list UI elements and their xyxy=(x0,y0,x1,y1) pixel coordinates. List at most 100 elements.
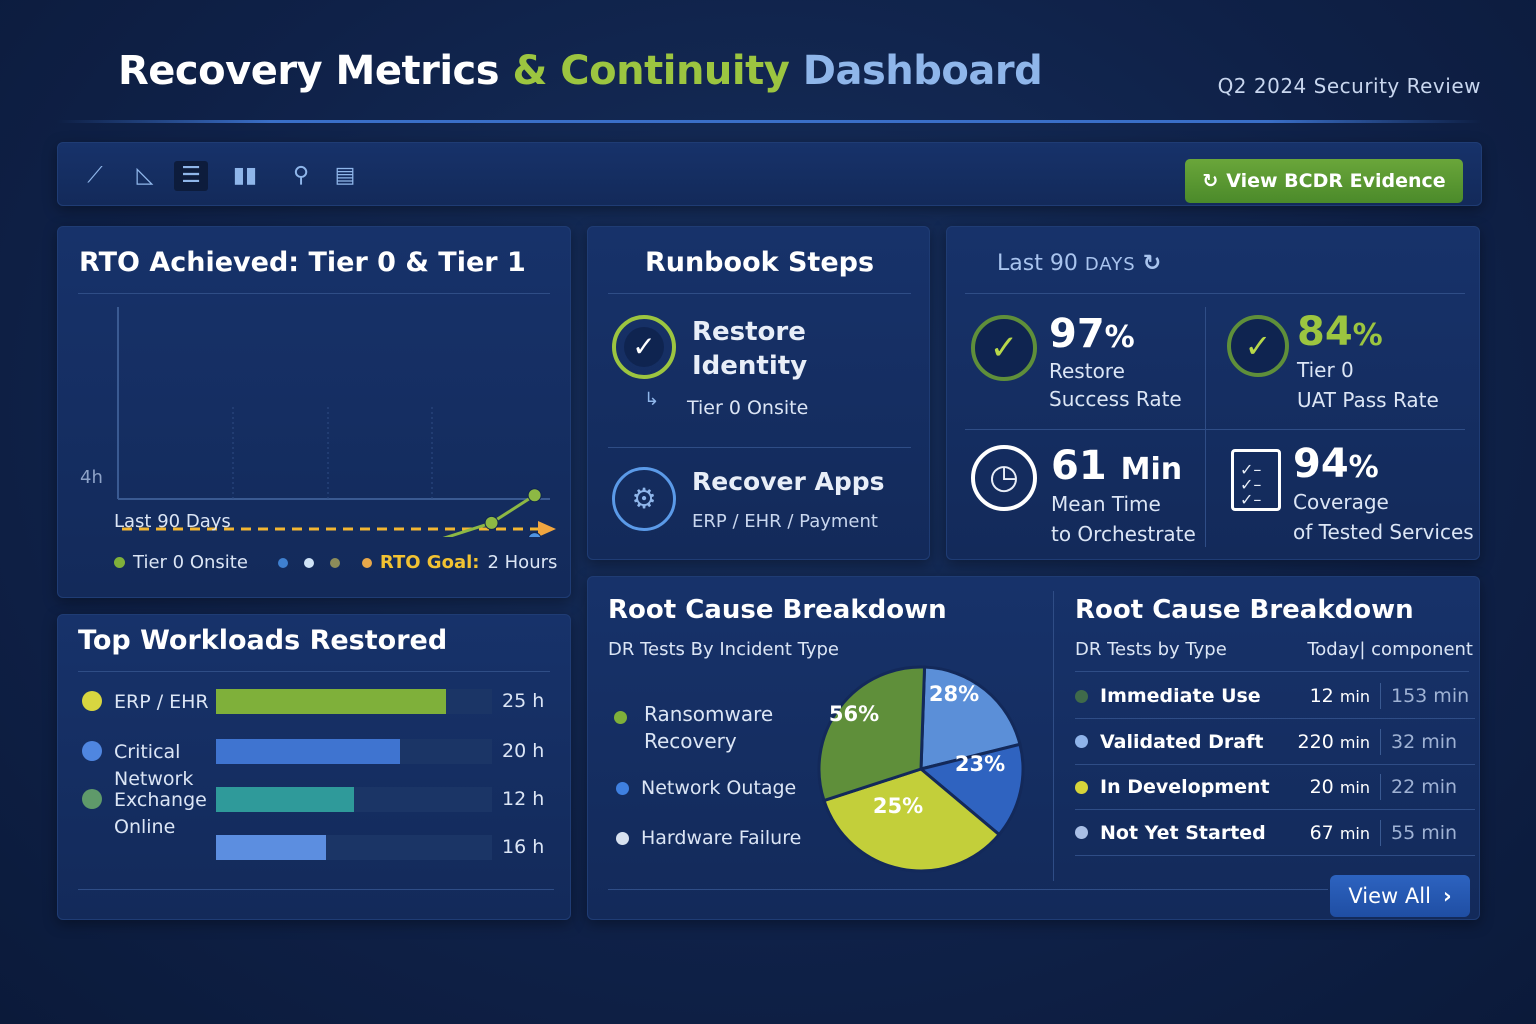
search-icon[interactable]: ⚲ xyxy=(292,163,310,188)
y-tick-label: 4h xyxy=(80,467,103,488)
legend-dot-blue xyxy=(277,557,288,568)
bar-chart-icon[interactable]: ▮▮ xyxy=(232,163,258,188)
workload-bar-fill xyxy=(216,739,400,764)
runbook-panel: Runbook Steps ✓ Restore Identity ↳ Tier 0… xyxy=(587,226,930,560)
pie-slice xyxy=(917,742,1025,837)
pie-slice xyxy=(822,767,1002,873)
refresh-icon: ↻ xyxy=(1202,170,1219,192)
workload-bar-fill xyxy=(216,787,354,812)
view-all-button[interactable]: View All › xyxy=(1330,875,1470,917)
workload-value: 12 h xyxy=(502,788,545,810)
root-cause-row: In Development 20 min 22 min xyxy=(1075,765,1475,810)
header-divider xyxy=(57,120,1482,123)
kpi-period: Last 90 DAYS ↻ xyxy=(997,251,1162,276)
document-icon[interactable]: ▤ xyxy=(334,163,356,188)
gears-icon: ⚙ xyxy=(612,467,676,531)
kpi-coverage: 94% Coverage of Tested Services xyxy=(1293,441,1474,544)
view-bcdr-evidence-button[interactable]: ↻ View BCDR Evidence xyxy=(1185,159,1463,203)
kpi-restore-success: 97% Restore Success Rate xyxy=(1049,311,1182,411)
workload-value: 25 h xyxy=(502,690,545,712)
row-dot xyxy=(1075,780,1088,794)
rto-line-chart: 2h3h4h xyxy=(80,307,556,538)
trend-icon[interactable]: ⟋ xyxy=(87,163,103,188)
row-dot xyxy=(1075,826,1088,839)
legend-dot xyxy=(616,782,629,795)
clock-icon: ◷ xyxy=(971,445,1037,511)
step-detail: ERP / EHR / Payment xyxy=(692,511,878,532)
check-icon: ✓ xyxy=(612,315,676,379)
x-axis-label: Last 90 Days xyxy=(114,511,231,532)
root-cause-row: Immediate Use 12 min 153 min xyxy=(1075,674,1475,719)
list-icon[interactable]: ☰ xyxy=(174,161,208,191)
root-cause-subtitle: DR Tests By Incident Type xyxy=(608,639,840,660)
root-cause-type-title: Root Cause Breakdown xyxy=(1075,595,1414,625)
root-cause-pie: 28% 23% 25% 56% xyxy=(817,665,1025,873)
pie-label: 28% xyxy=(929,682,979,706)
workload-bar-track xyxy=(216,835,492,860)
kpi-mean-time: 61 Min Mean Time to Orchestrate xyxy=(1051,443,1196,546)
row-dot xyxy=(1075,689,1088,703)
legend-dot-goal xyxy=(361,557,372,568)
page-subtitle: Q2 2024 Security Review xyxy=(1217,74,1481,98)
legend-network-outage: Network Outage xyxy=(616,777,796,799)
root-cause-row: Validated Draft 220 min 32 min xyxy=(1075,720,1475,765)
legend-dot-light xyxy=(303,557,314,568)
goal-arrow xyxy=(538,521,556,537)
workload-label: Exchange Online xyxy=(114,789,207,838)
step-detail: Tier 0 Onsite xyxy=(687,397,809,419)
check-circle-icon: ✓ xyxy=(971,315,1037,381)
step-recover-apps[interactable]: Recover Apps xyxy=(692,467,885,496)
rto-legend: Tier 0 Onsite RTO Goal: 2 Hours xyxy=(114,552,557,573)
workload-bar-track xyxy=(216,739,492,764)
pie-slice xyxy=(817,665,927,803)
kpi-panel: Last 90 DAYS ↻ ✓ 97% Restore Success Rate … xyxy=(946,226,1480,560)
workload-bar-fill xyxy=(216,689,446,714)
clipboard-icon: ✓– ✓– ✓– xyxy=(1231,449,1281,511)
refresh-icon[interactable]: ↻ xyxy=(1142,251,1162,276)
rto-panel: RTO Achieved: Tier 0 & Tier 1 2h3h4h Las… xyxy=(57,226,571,598)
data-point xyxy=(484,515,499,530)
row-dot xyxy=(1075,735,1088,748)
workloads-title: Top Workloads Restored xyxy=(78,625,448,656)
runbook-title: Runbook Steps xyxy=(644,247,875,278)
workload-bar-track xyxy=(216,689,492,714)
legend-dot-tier0 xyxy=(114,557,125,568)
workload-dot xyxy=(82,741,102,761)
workload-bar-fill xyxy=(216,835,327,860)
workload-label: ERP / EHR xyxy=(114,691,209,713)
pie-label: 23% xyxy=(955,752,1005,776)
y-tick-label: 3h xyxy=(80,535,103,538)
pie-label: 56% xyxy=(829,702,879,726)
pie-label: 25% xyxy=(873,794,923,818)
workload-dot xyxy=(82,691,102,711)
chevron-right-icon: › xyxy=(1442,884,1452,908)
sub-arrow-icon: ↳ xyxy=(644,389,660,410)
workload-label: Critical Network xyxy=(114,741,194,790)
pie-slice xyxy=(919,665,1022,771)
toolbar: ⟋ ◺ ☰ ▮▮ ⚲ ▤ ↻ View BCDR Evidence xyxy=(57,142,1482,206)
angle-icon[interactable]: ◺ xyxy=(136,163,154,188)
column-header: Today| component xyxy=(1307,639,1473,660)
root-cause-row: Not Yet Started 67 min 55 min xyxy=(1075,811,1475,856)
workload-bar-track xyxy=(216,787,492,812)
check-circle-icon: ✓ xyxy=(1227,315,1289,377)
data-point xyxy=(527,532,542,537)
root-cause-type-subtitle: DR Tests by Type xyxy=(1075,639,1227,660)
root-cause-title: Root Cause Breakdown xyxy=(608,595,947,625)
legend-dot xyxy=(616,832,629,845)
data-point xyxy=(527,488,542,503)
workload-value: 16 h xyxy=(502,836,545,858)
legend-ransomware: Ransomware Recovery xyxy=(614,701,773,755)
page-title: Recovery Metrics & Continuity Dashboard xyxy=(118,48,1043,94)
workloads-panel: Top Workloads Restored ERP / EHR 25 h Crit… xyxy=(57,614,571,920)
rto-title: RTO Achieved: Tier 0 & Tier 1 xyxy=(79,247,526,278)
workload-value: 20 h xyxy=(502,740,545,762)
workload-dot xyxy=(82,789,102,809)
legend-hardware-failure: Hardware Failure xyxy=(616,827,801,849)
series-line-0 xyxy=(442,493,536,537)
kpi-uat-pass: 84% Tier 0 UAT Pass Rate xyxy=(1297,309,1439,412)
root-cause-panel: Root Cause Breakdown DR Tests By Inciden… xyxy=(587,576,1480,920)
legend-dot-olive xyxy=(329,557,340,568)
legend-dot xyxy=(614,711,627,724)
step-restore-identity[interactable]: Restore Identity xyxy=(692,317,808,381)
